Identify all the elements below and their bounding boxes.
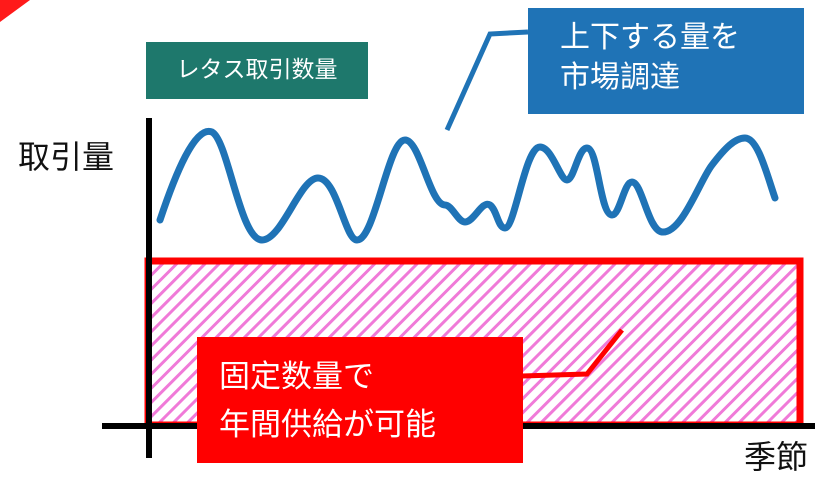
fixed-supply-callout: 固定数量で 年間供給が可能 [197, 337, 523, 463]
fluctuating-demand-wave [156, 127, 779, 244]
lettuce-volume-badge: レタス取引数量 [146, 42, 368, 99]
fixed-callout-leader [521, 328, 624, 379]
badge-text: レタス取引数量 [176, 57, 338, 83]
market-callout-leader [444, 29, 529, 132]
market-callout-line2: 市場調達 [560, 60, 680, 95]
y-axis-label: 取引量 [18, 138, 115, 176]
market-callout-line1: 上下する量を [560, 20, 740, 55]
market-procurement-callout: 上下する量を 市場調達 [528, 8, 804, 114]
x-axis-label: 季節 [744, 438, 809, 476]
fixed-callout-line2: 年間供給が可能 [219, 407, 436, 443]
corner-accent [0, 0, 30, 22]
fixed-callout-line1: 固定数量で [219, 359, 374, 395]
